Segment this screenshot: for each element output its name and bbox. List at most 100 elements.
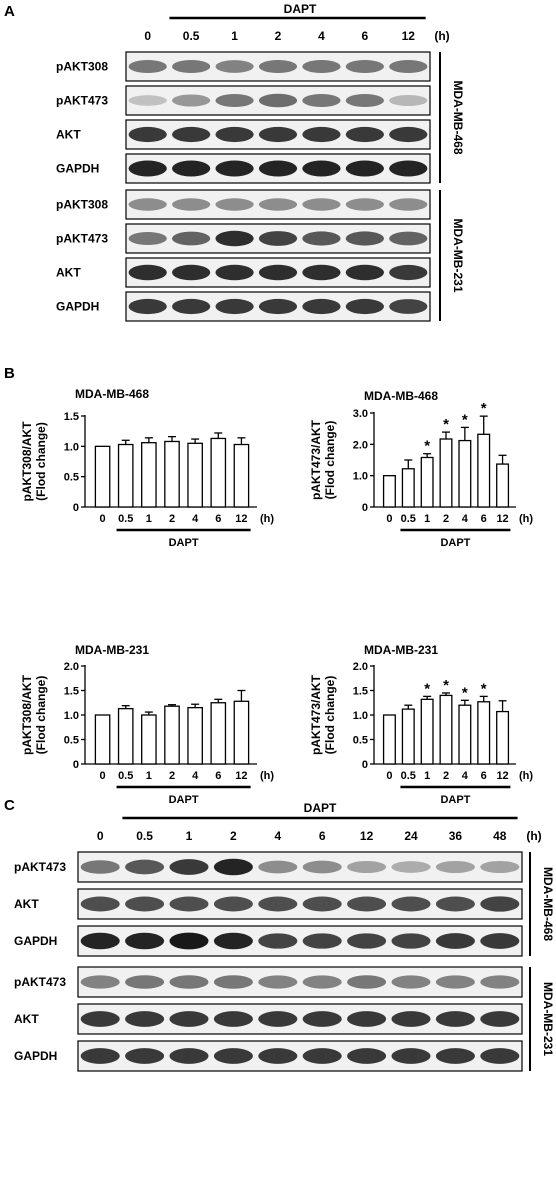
lane-label: 4 [318,29,325,43]
blot-band [258,1048,298,1064]
blot-band [169,975,209,989]
y-tick-label: 1.5 [64,411,79,423]
y-tick-label: 1.0 [64,710,79,722]
lane-label: 12 [360,829,374,843]
blot-band [345,231,384,246]
blot-band [80,975,120,989]
bar [439,438,453,508]
blot-band [258,298,298,315]
x-tick-label: 2 [169,770,175,782]
blot-band [215,198,254,211]
x-tick-label: 6 [215,770,221,782]
blot-band [435,933,475,949]
blot-band [80,896,120,912]
blot-band [389,198,428,211]
chart-title: MDA-MB-468 [364,389,438,403]
x-tick-label: 0.5 [118,513,133,525]
y-axis-label: pAKT308/AKT [20,421,34,502]
bar [210,437,227,508]
significance-star: * [443,416,449,433]
chart-title: MDA-MB-231 [75,643,149,657]
blot-band [435,860,475,874]
bar [164,440,180,508]
blot-band [435,1048,475,1064]
blot-band [80,860,120,874]
time-unit-label: (h) [526,829,541,843]
lane-label: 0.5 [183,29,200,43]
blot-band [302,264,341,281]
x-tick-label: 12 [496,770,508,782]
blot-row-label: AKT [56,266,81,280]
treatment-label: DAPT [440,537,470,549]
blot-band [169,1048,209,1064]
lane-label: 6 [362,29,369,43]
y-tick-label: 1.0 [353,471,368,483]
significance-star: * [424,438,430,455]
blot-band [258,93,298,108]
blot-band [347,933,387,949]
y-axis-label: (Flod change) [323,421,337,500]
blot-band [213,975,253,989]
blot-band [345,93,384,108]
blot-band [389,231,428,246]
blot-band [347,1011,387,1027]
bar [94,714,111,765]
blot-band [389,264,428,281]
panel-label-c: C [4,797,15,814]
lane-label: 36 [449,829,463,843]
time-unit-label: (h) [519,513,533,525]
blot-row-label: GAPDH [14,1049,57,1063]
blot-band [480,860,520,874]
blot-band [172,198,211,211]
blot-band [480,975,520,989]
blot-band [345,298,384,315]
blot-band [215,230,254,247]
blot-row-label: GAPDH [56,162,99,176]
blot-row-label: pAKT473 [56,94,108,108]
blot-band [215,160,254,177]
blot-band [125,896,165,912]
bar-chart: MDA-MB-468 pAKT308/AKT (Flod change) 0 0.5 1.… [20,387,274,549]
x-tick-label: 2 [169,513,175,525]
blot-band [169,1011,209,1027]
blot-band [480,933,520,949]
x-tick-label: 4 [462,513,469,525]
blot-band [302,198,341,211]
significance-star: * [424,680,430,697]
blot-band [128,59,167,74]
x-tick-label: 0 [386,770,392,782]
lane-label: 6 [319,829,326,843]
blot-row-label: AKT [14,1012,39,1026]
y-axis-label: (Flod change) [34,422,48,501]
blot-band [80,1011,120,1027]
lane-label: 2 [275,29,282,43]
blot-band [302,975,342,989]
blot-row-label: AKT [56,128,81,142]
bar [382,475,396,508]
x-tick-label: 1 [146,770,152,782]
blot-band [302,160,341,177]
blot-band [347,1048,387,1064]
blot-band [258,160,298,177]
x-tick-label: 12 [235,513,247,525]
x-tick-label: 2 [443,513,449,525]
bar [117,443,134,508]
blot-band [172,160,211,177]
bar-chart: MDA-MB-468 pAKT473/AKT (Flod change) 0 1.0 2.… [309,389,533,549]
bar [477,701,491,765]
bar [187,442,203,508]
y-tick-label: 0 [362,759,368,771]
x-tick-label: 1 [424,513,430,525]
blot-band [125,859,165,875]
x-tick-label: 1 [424,770,430,782]
blot-band [347,860,387,874]
lane-label: 24 [404,829,418,843]
blot-band [389,126,428,143]
x-tick-label: 12 [496,513,508,525]
time-unit-label: (h) [260,513,274,525]
blot-band [128,95,167,106]
lane-label: 1 [231,29,238,43]
blot-band [435,1011,475,1027]
blot-band [391,1048,431,1064]
